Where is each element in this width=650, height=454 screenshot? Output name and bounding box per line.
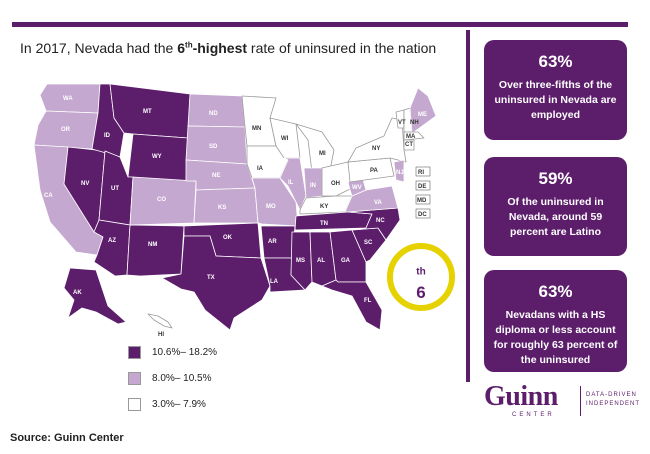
state-MA (403, 131, 425, 141)
svg-text:AR: AR (268, 239, 277, 245)
svg-text:MT: MT (143, 109, 152, 115)
state-CT (403, 139, 415, 151)
stat-description: Over three-fifths of the uninsured in Ne… (494, 79, 617, 121)
stat-card-employed: 63% Over three-fifths of the uninsured i… (484, 40, 627, 140)
svg-text:SC: SC (364, 240, 373, 246)
stat-value: 59% (538, 169, 573, 188)
svg-text:NE: NE (212, 173, 220, 179)
svg-text:IA: IA (257, 166, 264, 172)
state-OH (321, 161, 353, 197)
svg-text:AZ: AZ (108, 238, 116, 244)
svg-text:DE: DE (418, 184, 426, 190)
legend-swatch-mid (128, 372, 141, 385)
svg-text:NC: NC (376, 218, 385, 224)
state-NE (185, 159, 256, 191)
svg-text:MD: MD (417, 198, 427, 204)
stat-card-education: 63% Nevadans with a HS diploma or less a… (484, 270, 627, 372)
svg-text:KS: KS (218, 205, 226, 211)
state-NM (126, 224, 185, 277)
state-FL (321, 279, 383, 331)
svg-text:WA: WA (63, 96, 73, 102)
svg-text:NM: NM (148, 242, 157, 248)
svg-text:VA: VA (374, 200, 383, 206)
svg-text:RI: RI (418, 170, 424, 176)
svg-text:WV: WV (352, 185, 362, 191)
column-divider (466, 30, 470, 382)
svg-text:MN: MN (252, 126, 261, 132)
svg-text:AL: AL (317, 258, 325, 264)
stat-card-latino: 59% Of the uninsured in Nevada, around 5… (484, 157, 627, 256)
state-box-MD (415, 194, 431, 205)
legend-label-low: 3.0%– 7.9% (152, 399, 206, 410)
svg-text:IL: IL (288, 180, 294, 186)
legend-label-high: 10.6%– 18.2% (152, 347, 218, 358)
svg-text:MI: MI (319, 151, 326, 157)
svg-text:AK: AK (73, 290, 82, 296)
stat-description: Of the uninsured in Nevada, around 59 pe… (507, 196, 604, 238)
legend-swatch-high (128, 346, 141, 359)
state-MI (295, 123, 335, 173)
state-AZ (93, 219, 131, 277)
svg-text:NY: NY (372, 146, 380, 152)
page-title: In 2017, Nevada had the 6th-highest rate… (20, 40, 437, 56)
stat-value: 63% (538, 52, 573, 71)
legend-swatch-low (128, 398, 141, 411)
state-box-RI (415, 166, 431, 177)
svg-text:MO: MO (266, 204, 276, 210)
guinn-center-logo: Guinn CENTER DATA-DRIVEN INDEPENDENT (484, 381, 641, 418)
svg-text:TN: TN (320, 221, 328, 227)
svg-text:OK: OK (223, 235, 233, 241)
state-MO (251, 177, 299, 227)
source-note: Source: Guinn Center (10, 432, 124, 444)
svg-text:MA: MA (406, 134, 416, 140)
svg-text:LA: LA (270, 279, 279, 285)
svg-text:TX: TX (207, 275, 215, 281)
state-box-DC (415, 208, 431, 219)
state-HI (147, 313, 173, 329)
svg-text:GA: GA (341, 258, 351, 264)
state-AR (260, 225, 296, 259)
svg-text:KY: KY (320, 204, 328, 210)
top-rule (12, 22, 628, 27)
svg-text:SD: SD (209, 144, 218, 150)
state-MS (290, 231, 313, 291)
state-AK (63, 267, 127, 325)
svg-text:NH: NH (410, 120, 419, 126)
svg-text:UT: UT (111, 186, 119, 192)
stat-value: 63% (538, 282, 573, 301)
svg-text:CT: CT (405, 142, 413, 148)
svg-text:MS: MS (296, 258, 305, 264)
svg-text:NJ: NJ (396, 170, 404, 176)
svg-text:OH: OH (331, 181, 340, 187)
svg-text:WI: WI (281, 136, 289, 142)
svg-text:WY: WY (152, 154, 162, 160)
state-NC (347, 207, 401, 241)
svg-text:PA: PA (370, 168, 379, 174)
svg-text:IN: IN (310, 183, 316, 189)
svg-text:NV: NV (81, 181, 89, 187)
svg-text:CA: CA (44, 193, 53, 199)
state-NJ (393, 159, 405, 183)
svg-text:OR: OR (61, 127, 71, 133)
svg-text:FL: FL (364, 298, 372, 304)
state-TN (294, 211, 373, 231)
legend-label-mid: 8.0%– 10.5% (152, 373, 212, 384)
svg-text:CO: CO (157, 197, 166, 203)
state-IL (279, 157, 307, 211)
state-TX (161, 235, 271, 331)
svg-text:VT: VT (398, 120, 406, 126)
state-box-DE (415, 180, 431, 191)
us-choropleth-map: WA OR CA NV ID MT WY UT AZ CO NM ND SD N… (33, 83, 437, 338)
stat-description: Nevadans with a HS diploma or less accou… (493, 309, 618, 366)
svg-text:ME: ME (418, 112, 427, 118)
svg-text:ID: ID (104, 133, 111, 139)
svg-text:ND: ND (209, 111, 218, 117)
svg-text:HI: HI (158, 332, 164, 338)
svg-text:DC: DC (418, 212, 427, 218)
